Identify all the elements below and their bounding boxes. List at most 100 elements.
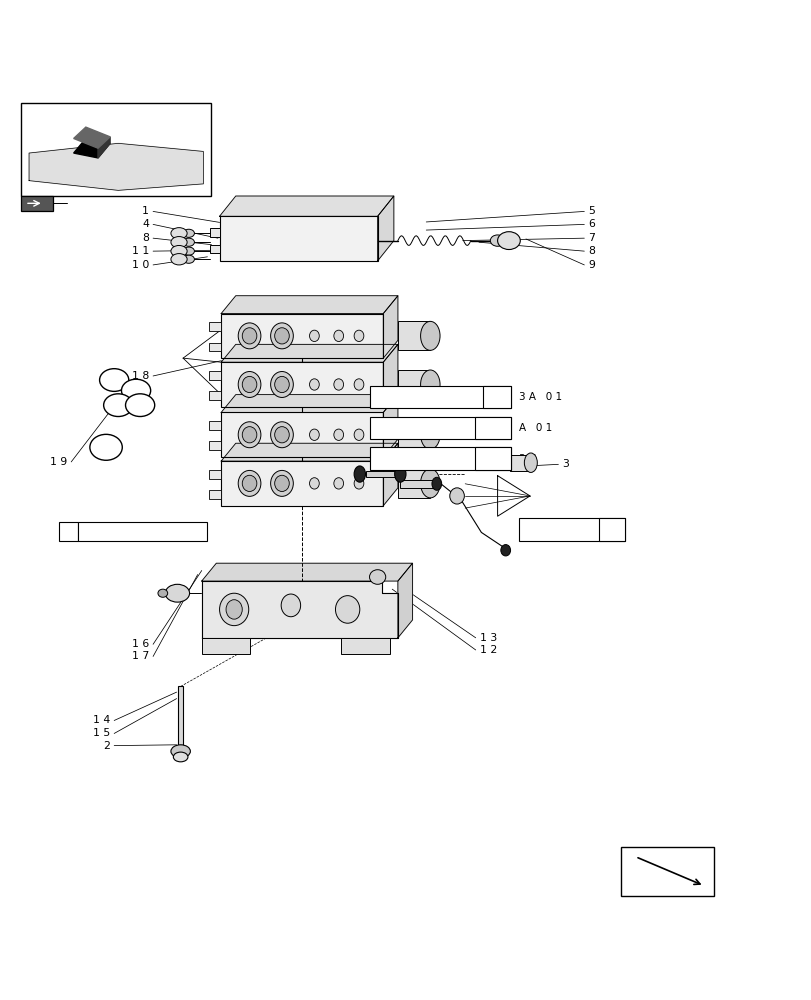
Bar bbox=[201, 638, 250, 654]
Bar bbox=[397, 420, 430, 449]
Bar bbox=[400, 480, 432, 488]
Text: 1 7: 1 7 bbox=[131, 651, 149, 661]
Bar bbox=[620, 847, 713, 896]
Bar bbox=[369, 417, 511, 439]
Bar bbox=[78, 522, 207, 541]
Text: 1 . 8 2 . 7: 1 . 8 2 . 7 bbox=[373, 454, 423, 464]
Ellipse shape bbox=[500, 545, 510, 556]
Ellipse shape bbox=[182, 229, 194, 237]
Ellipse shape bbox=[354, 429, 363, 440]
Ellipse shape bbox=[270, 372, 293, 397]
Text: 8: 8 bbox=[588, 246, 594, 256]
Ellipse shape bbox=[431, 477, 441, 490]
Text: 2/20: 2/20 bbox=[477, 454, 500, 464]
Ellipse shape bbox=[274, 475, 289, 491]
Text: 1 1: 1 1 bbox=[131, 246, 149, 256]
Polygon shape bbox=[377, 196, 393, 261]
Bar bbox=[209, 245, 219, 253]
Polygon shape bbox=[221, 344, 397, 362]
Bar bbox=[221, 461, 383, 506]
Bar bbox=[397, 370, 430, 399]
Ellipse shape bbox=[170, 745, 190, 758]
Polygon shape bbox=[219, 216, 377, 261]
Polygon shape bbox=[98, 137, 110, 158]
Text: 1 8: 1 8 bbox=[131, 371, 149, 381]
Bar bbox=[219, 216, 377, 261]
Bar bbox=[221, 412, 383, 457]
Text: 4: 4 bbox=[142, 219, 149, 229]
Text: 1 3: 1 3 bbox=[479, 633, 496, 643]
Text: 9: 9 bbox=[588, 260, 594, 270]
Bar bbox=[369, 447, 511, 470]
Ellipse shape bbox=[274, 328, 289, 344]
Bar bbox=[474, 417, 511, 439]
Polygon shape bbox=[383, 395, 397, 457]
Ellipse shape bbox=[225, 600, 242, 619]
Polygon shape bbox=[383, 344, 397, 407]
Ellipse shape bbox=[165, 584, 189, 602]
Text: 3 A   0 1: 3 A 0 1 bbox=[519, 392, 562, 402]
Bar bbox=[209, 228, 219, 237]
Ellipse shape bbox=[182, 238, 194, 246]
Bar bbox=[221, 314, 383, 358]
Ellipse shape bbox=[309, 379, 319, 390]
Text: 6: 6 bbox=[588, 219, 594, 229]
Polygon shape bbox=[221, 412, 383, 457]
Text: A   0 1: A 0 1 bbox=[519, 423, 552, 433]
Ellipse shape bbox=[274, 427, 289, 443]
Text: 8: 8 bbox=[142, 233, 149, 243]
Polygon shape bbox=[74, 127, 110, 148]
Ellipse shape bbox=[100, 369, 129, 391]
Polygon shape bbox=[221, 314, 383, 358]
Text: / 0 3 B: / 0 3 B bbox=[163, 527, 196, 537]
Ellipse shape bbox=[309, 478, 319, 489]
Polygon shape bbox=[397, 563, 412, 638]
Ellipse shape bbox=[394, 466, 406, 482]
Text: 1 2: 1 2 bbox=[479, 645, 496, 655]
Text: 7: 7 bbox=[588, 233, 594, 243]
Ellipse shape bbox=[170, 254, 187, 265]
Ellipse shape bbox=[369, 570, 385, 584]
Bar bbox=[208, 391, 221, 400]
Polygon shape bbox=[201, 581, 397, 638]
Bar bbox=[369, 386, 511, 408]
Ellipse shape bbox=[274, 376, 289, 393]
Ellipse shape bbox=[238, 470, 260, 496]
Ellipse shape bbox=[270, 470, 293, 496]
Ellipse shape bbox=[420, 370, 440, 399]
Ellipse shape bbox=[420, 420, 440, 449]
Bar bbox=[519, 518, 624, 541]
Ellipse shape bbox=[354, 330, 363, 342]
Polygon shape bbox=[221, 443, 397, 461]
Text: 2/0: 2/0 bbox=[477, 423, 493, 433]
Ellipse shape bbox=[170, 237, 187, 248]
Text: 1 . 8 2 . 7: 1 . 8 2 . 7 bbox=[523, 524, 573, 534]
Polygon shape bbox=[221, 395, 397, 412]
Bar bbox=[208, 470, 221, 479]
Ellipse shape bbox=[219, 593, 248, 626]
Text: 1 4: 1 4 bbox=[92, 715, 110, 725]
Ellipse shape bbox=[104, 394, 133, 417]
Text: 1 . 8 2 . 7: 1 . 8 2 . 7 bbox=[373, 423, 423, 433]
Text: 3 C: 3 C bbox=[519, 454, 536, 464]
Ellipse shape bbox=[238, 372, 260, 397]
Ellipse shape bbox=[238, 323, 260, 349]
Ellipse shape bbox=[354, 379, 363, 390]
Ellipse shape bbox=[420, 321, 440, 350]
Bar bbox=[397, 321, 430, 350]
Bar bbox=[208, 343, 221, 351]
Ellipse shape bbox=[333, 379, 343, 390]
Ellipse shape bbox=[309, 330, 319, 342]
Ellipse shape bbox=[354, 478, 363, 489]
Bar bbox=[178, 686, 182, 745]
Text: 5: 5 bbox=[588, 206, 594, 216]
Text: 1 . 8 2 . 7: 1 . 8 2 . 7 bbox=[373, 392, 423, 402]
Bar bbox=[483, 386, 511, 408]
Text: 1 . 8 2 . 7: 1 . 8 2 . 7 bbox=[82, 527, 131, 537]
Polygon shape bbox=[221, 461, 383, 506]
Text: 2 0: 2 0 bbox=[485, 392, 501, 402]
Bar bbox=[221, 362, 383, 407]
Text: 2: 2 bbox=[103, 741, 110, 751]
Bar bbox=[59, 522, 78, 541]
Ellipse shape bbox=[354, 466, 365, 482]
